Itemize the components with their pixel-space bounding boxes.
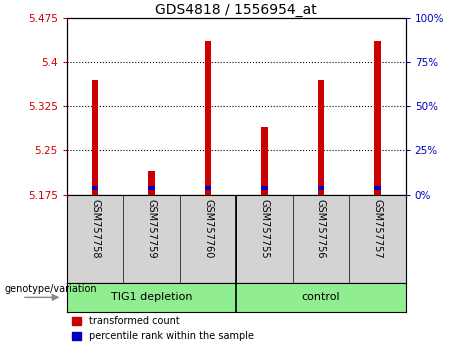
Text: TIG1 depletion: TIG1 depletion: [111, 292, 192, 302]
Title: GDS4818 / 1556954_at: GDS4818 / 1556954_at: [155, 3, 317, 17]
Text: GSM757758: GSM757758: [90, 199, 100, 259]
Bar: [205, 186, 212, 190]
Text: genotype/variation: genotype/variation: [5, 284, 97, 293]
Bar: [261, 127, 268, 195]
Text: GSM757755: GSM757755: [260, 199, 270, 259]
Text: GSM757759: GSM757759: [147, 199, 157, 259]
Bar: [374, 186, 381, 190]
Text: GSM757757: GSM757757: [372, 199, 383, 259]
Text: GSM757760: GSM757760: [203, 199, 213, 258]
Bar: [205, 41, 212, 195]
Legend: transformed count, percentile rank within the sample: transformed count, percentile rank withi…: [72, 316, 254, 341]
Text: GSM757756: GSM757756: [316, 199, 326, 259]
Text: control: control: [301, 292, 340, 302]
Bar: [92, 80, 99, 195]
Bar: [92, 186, 99, 190]
Bar: [318, 186, 325, 190]
Bar: [148, 186, 155, 190]
Bar: [148, 171, 155, 195]
Bar: [261, 186, 268, 190]
Bar: [374, 41, 381, 195]
Bar: [318, 80, 325, 195]
